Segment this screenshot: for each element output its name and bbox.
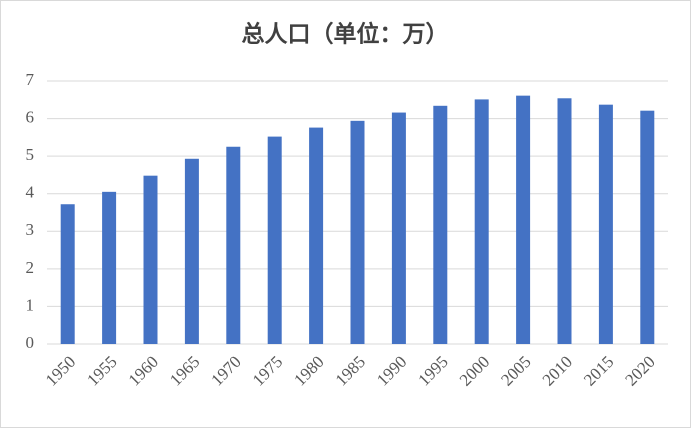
bar — [226, 146, 241, 344]
bar — [474, 99, 489, 344]
bar — [350, 120, 365, 344]
y-tick-label: 4 — [26, 183, 35, 202]
bar — [391, 112, 406, 344]
y-tick-label: 2 — [26, 258, 35, 277]
y-tick-label: 6 — [26, 107, 35, 126]
chart-title: 总人口（单位：万） — [242, 20, 449, 46]
bar — [60, 204, 75, 344]
bar — [516, 95, 531, 344]
bar — [143, 175, 158, 344]
bar — [557, 98, 572, 344]
y-tick-label: 5 — [26, 145, 35, 164]
bar — [309, 127, 324, 345]
bar — [598, 104, 613, 344]
bar — [267, 136, 282, 344]
y-tick-label: 0 — [26, 333, 35, 352]
y-tick-label: 7 — [26, 70, 35, 89]
bar — [640, 110, 655, 344]
y-tick-label: 3 — [26, 220, 35, 239]
bar — [102, 191, 117, 344]
bar — [433, 105, 448, 344]
y-tick-label: 1 — [26, 295, 35, 314]
bar — [184, 158, 199, 344]
